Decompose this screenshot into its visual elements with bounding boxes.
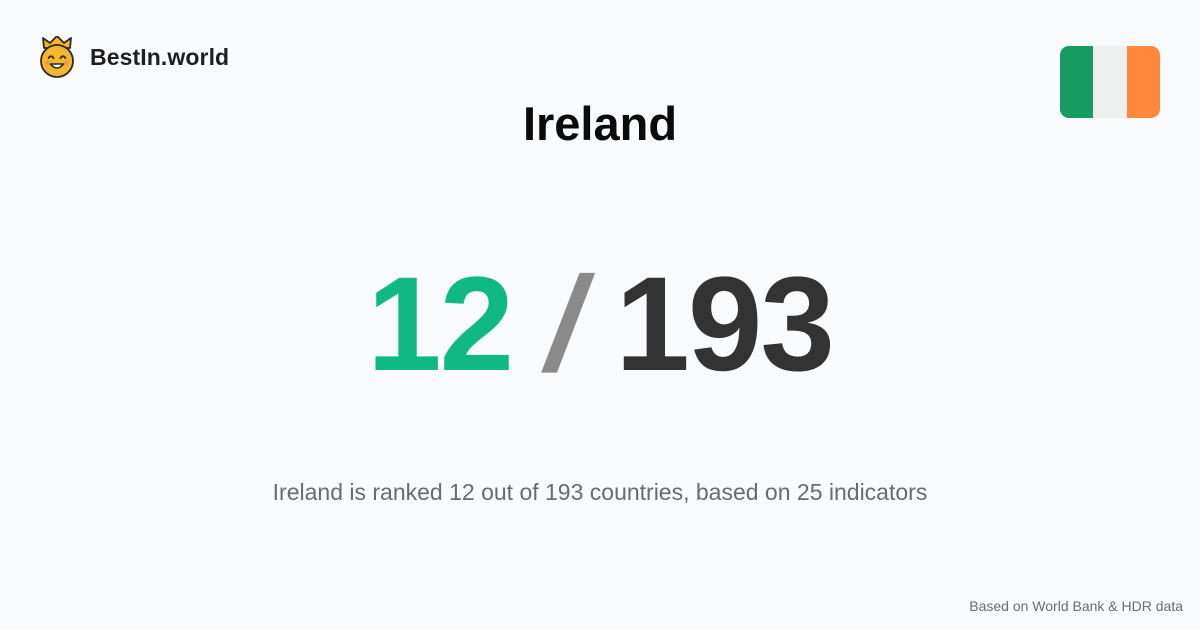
data-source-note: Based on World Bank & HDR data <box>969 598 1183 614</box>
rank-separator: / <box>546 250 583 399</box>
brand[interactable]: BestIn.world <box>38 36 229 78</box>
flag-band-white <box>1093 46 1127 118</box>
rank-display: 12/193 <box>0 250 1200 400</box>
flag-band-orange <box>1126 46 1160 118</box>
rank-summary: Ireland is ranked 12 out of 193 countrie… <box>272 479 928 505</box>
brand-name: BestIn.world <box>90 43 230 70</box>
ireland-flag-icon <box>1060 46 1160 118</box>
rank-value: 12 <box>367 250 514 399</box>
page-title: Ireland <box>522 97 678 150</box>
crowned-smiley-icon <box>40 36 74 78</box>
rank-total: 193 <box>615 250 835 399</box>
flag-band-green <box>1060 46 1094 118</box>
